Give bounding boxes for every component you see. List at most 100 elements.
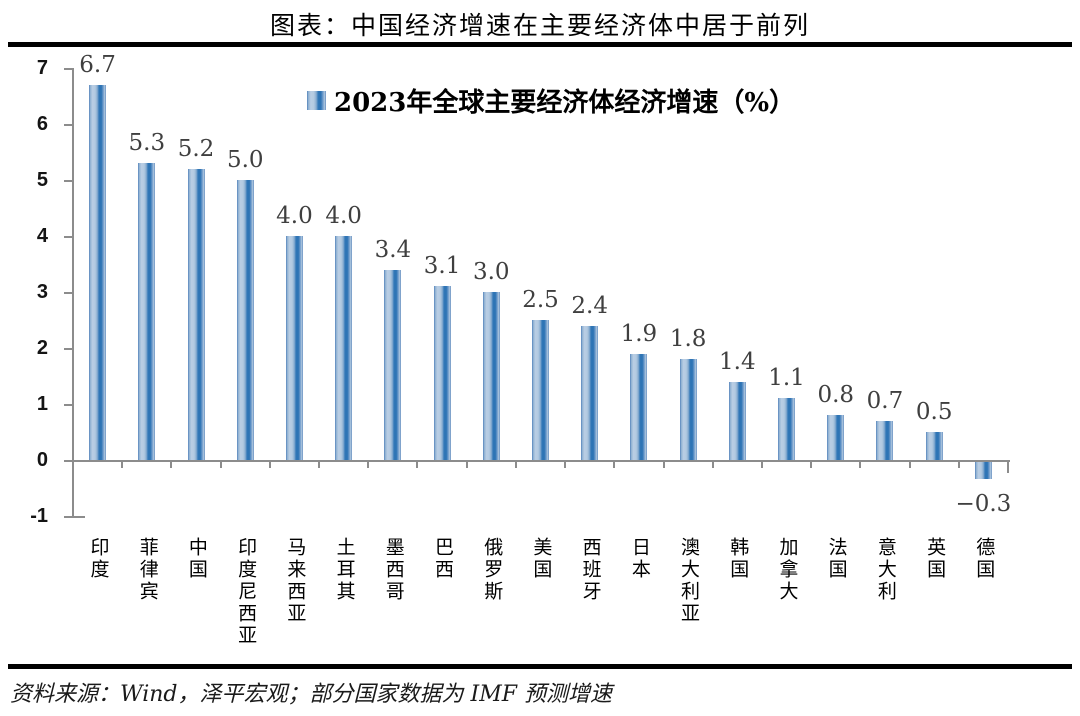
bar-value-label: 4.0 [276, 203, 313, 229]
x-axis-tick [367, 460, 370, 468]
y-axis-tick [64, 348, 72, 350]
x-axis-label: 加拿大 [762, 537, 811, 603]
x-axis-label-text: 菲律宾 [136, 537, 159, 603]
x-axis-label: 美国 [516, 537, 565, 581]
x-axis-label: 韩国 [713, 537, 762, 581]
bar [974, 462, 992, 479]
bar-value-label: 2.5 [522, 287, 559, 313]
y-axis-tick-label: 7 [36, 57, 48, 79]
bar [236, 180, 254, 460]
bar [581, 325, 599, 460]
y-axis-tick [64, 180, 72, 182]
x-axis-label: 菲律宾 [122, 537, 171, 603]
bar [89, 84, 107, 460]
y-axis-tick-label: -1 [30, 505, 48, 527]
bar-value-label: 3.1 [423, 253, 461, 280]
y-axis-tick [64, 68, 72, 70]
x-axis-label: 墨西哥 [368, 537, 417, 603]
bar-value-label: 1.8 [669, 326, 707, 353]
x-axis-tick [711, 460, 714, 468]
x-axis-label-text: 美国 [530, 537, 553, 581]
y-axis-tick [64, 516, 72, 518]
x-axis-tick [760, 460, 763, 468]
bar-value-label: 0.8 [817, 382, 855, 409]
y-axis-tick-label: 1 [36, 393, 48, 415]
x-axis-label-text: 澳大利亚 [678, 537, 701, 625]
y-axis-tick [64, 460, 72, 462]
x-axis-label-text: 加拿大 [776, 537, 799, 603]
x-axis-label-text: 中国 [185, 537, 208, 581]
x-axis-label: 日本 [614, 537, 663, 581]
x-axis-tick [810, 460, 813, 468]
bar-value-label: 2.4 [571, 292, 608, 319]
bar-value-label: 0.7 [866, 387, 904, 414]
x-axis-tick [908, 460, 911, 468]
x-axis-tick [121, 460, 124, 468]
bar [630, 353, 648, 460]
bar [778, 398, 796, 460]
x-axis-label-text: 英国 [924, 537, 947, 581]
x-axis-tick [170, 460, 173, 468]
y-axis-tick [64, 292, 72, 294]
bar-value-label: 1.4 [719, 348, 756, 375]
x-axis-label-text: 西班牙 [579, 537, 602, 603]
y-axis-tick-label: 4 [36, 225, 48, 247]
x-axis-label-text: 俄罗斯 [481, 537, 504, 603]
x-axis-label-text: 印度 [87, 537, 110, 581]
x-axis-label: 意大利 [860, 537, 909, 603]
bar [728, 381, 746, 460]
y-axis-tick-label: 6 [36, 113, 48, 135]
x-axis-tick [859, 460, 862, 468]
bar [482, 292, 500, 460]
y-axis-tick-label: 2 [36, 337, 48, 359]
bar-value-label: −0.3 [955, 490, 1012, 517]
bar-value-label: 1.1 [768, 365, 805, 392]
x-axis-label-text: 马来西亚 [284, 537, 307, 625]
bar [384, 269, 402, 460]
y-axis-end-tick [72, 516, 85, 518]
bar [138, 163, 156, 460]
x-axis-label: 西班牙 [565, 537, 614, 603]
x-axis-label-text: 土耳其 [333, 537, 356, 603]
bottom-rule [8, 664, 1072, 669]
x-axis-label: 英国 [910, 537, 959, 581]
chart-plot: 2023年全球主要经济体经济增速（%） 7 6 5 4 3 2 1 0 -1 6.7 印度 5.3 菲律… [0, 52, 1080, 662]
bar [876, 420, 894, 460]
x-axis-tick [662, 460, 665, 468]
y-axis-tick-label: 0 [36, 449, 48, 471]
x-axis-label: 土耳其 [319, 537, 368, 603]
x-axis-label: 德国 [959, 537, 1008, 581]
bar [531, 320, 549, 460]
top-rule [8, 42, 1072, 47]
bar [827, 415, 845, 460]
x-axis-tick [268, 460, 271, 468]
x-axis-line [72, 460, 1010, 462]
x-axis-tick [416, 460, 419, 468]
y-axis-tick [64, 236, 72, 238]
x-axis-label: 俄罗斯 [467, 537, 516, 603]
x-axis-label: 印度尼西亚 [221, 537, 270, 647]
bar [335, 236, 353, 460]
y-axis-tick-label: 5 [36, 169, 48, 191]
bar-value-label: 5.0 [226, 147, 264, 173]
x-axis-tick [957, 460, 960, 468]
x-axis-label: 马来西亚 [270, 537, 319, 625]
x-axis-label-text: 日本 [628, 537, 651, 581]
page-title: 图表：中国经济增速在主要经济体中居于前列 [269, 11, 810, 40]
x-axis-tick [318, 460, 321, 468]
x-axis-tick [514, 460, 517, 468]
bar-value-label: 3.4 [374, 236, 412, 263]
y-axis-tick [64, 404, 72, 406]
x-axis-tick [1006, 460, 1009, 473]
x-axis-label-text: 法国 [825, 537, 848, 581]
bar-value-label: 3.0 [472, 259, 510, 285]
x-axis-label-text: 印度尼西亚 [235, 537, 258, 647]
bar-value-label: 0.5 [915, 399, 953, 425]
y-axis-line [72, 68, 74, 518]
x-axis-tick [564, 460, 567, 468]
legend-marker-icon [307, 91, 326, 110]
x-axis-tick [613, 460, 616, 468]
x-axis-label-text: 巴西 [431, 537, 454, 581]
y-axis-tick-label: 3 [36, 281, 48, 303]
legend-label: 2023年全球主要经济体经济增速（%） [334, 88, 796, 118]
